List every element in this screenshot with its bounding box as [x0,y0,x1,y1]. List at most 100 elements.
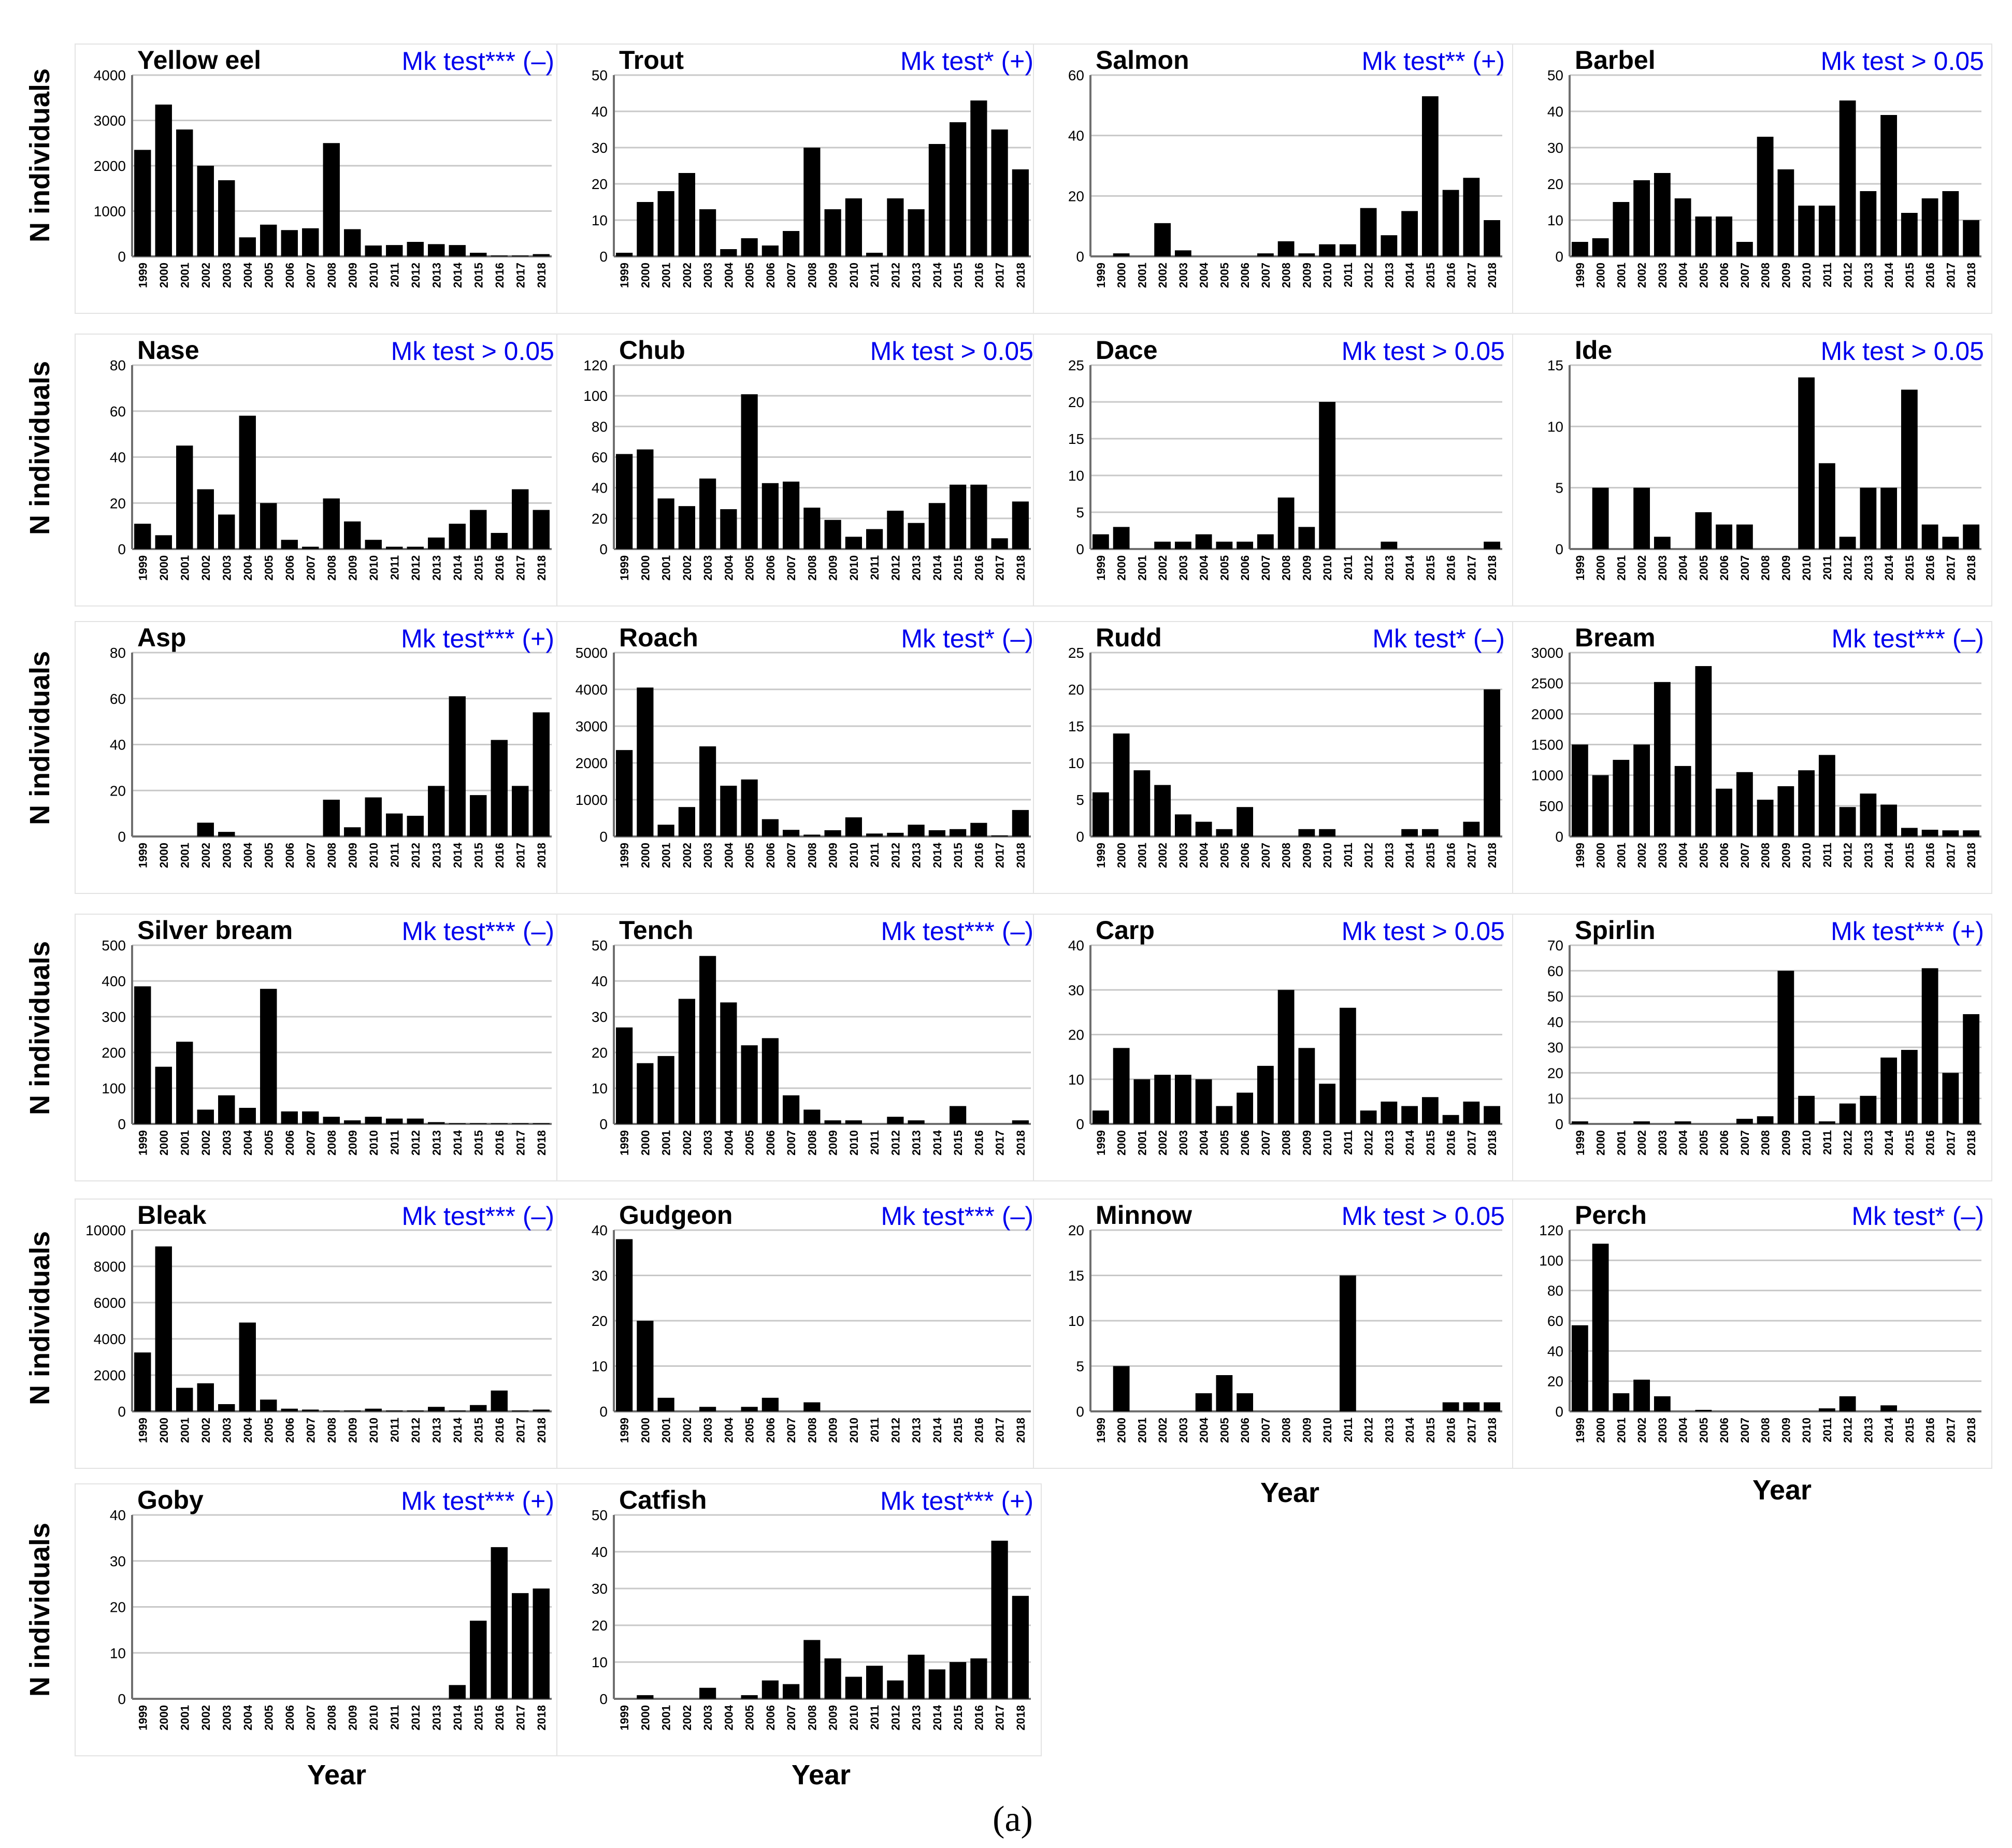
y-tick-label: 5 [1076,792,1084,808]
x-tick-label: 2011 [868,1130,881,1155]
x-tick-label: 2013 [910,1418,923,1443]
y-tick-label: 120 [1539,1222,1563,1238]
x-tick-label: 2007 [1259,263,1272,288]
x-tick-label: 2003 [1656,843,1669,868]
x-tick-label: 2002 [1156,1130,1169,1156]
x-tick-label: 2014 [451,1417,464,1443]
bar [302,1409,319,1411]
x-tick-label: 2017 [514,1130,527,1156]
x-tick-label: 2000 [1594,1130,1607,1156]
x-tick-label: 1999 [1574,1130,1587,1156]
bar [1901,828,1918,836]
x-axis-label: Year [792,1759,851,1791]
bar [908,1654,925,1699]
bar [470,795,487,836]
x-tick-label: 2010 [1321,1130,1334,1156]
x-tick-label: 2012 [409,1130,422,1156]
bar [239,415,256,549]
bar [302,546,319,549]
y-tick-label: 25 [1068,357,1084,373]
x-tick-label: 2003 [1656,263,1669,288]
bar [1613,760,1630,836]
panel-frame [1512,44,1992,314]
x-tick-label: 2011 [1821,1130,1834,1155]
bar [824,519,841,549]
x-tick-label: 2005 [1218,1418,1231,1443]
bar [616,750,633,836]
x-tick-label: 2016 [1445,263,1458,288]
y-tick-label: 20 [1547,1374,1563,1390]
bar [970,822,987,836]
bar [134,1352,151,1411]
x-tick-label: 2009 [1300,843,1313,868]
y-tick-label: 1000 [94,204,126,220]
y-tick-label: 20 [1068,1027,1084,1043]
bar [741,1407,758,1411]
bar [1860,793,1877,836]
y-axis-label: N individuals [24,361,55,535]
bar [1174,541,1191,549]
bar [302,228,319,256]
bar [1421,96,1439,257]
x-tick-label: 2014 [1882,262,1895,288]
x-tick-label: 2015 [952,555,965,581]
x-tick-label: 2014 [931,1705,944,1730]
x-tick-label: 2001 [178,263,191,288]
x-tick-label: 2015 [472,1130,485,1156]
bar [260,1399,277,1411]
x-tick-label: 2009 [346,1130,359,1156]
bar [1674,198,1691,256]
bar [1798,206,1815,256]
x-tick-label: 2009 [1300,263,1313,288]
x-tick-label: 2009 [346,1418,359,1443]
x-tick-label: 2002 [199,555,212,581]
x-tick-label: 2018 [1486,263,1499,288]
x-tick-label: 2016 [972,1130,985,1156]
x-tick-label: 2005 [743,555,756,581]
mk-test-label: Mk test* (–) [1372,624,1505,653]
x-tick-label: 2003 [1177,1418,1190,1443]
y-tick-label: 30 [1547,140,1563,156]
x-tick-label: 2007 [1738,1130,1751,1156]
x-tick-label: 2003 [701,263,714,288]
x-tick-label: 2009 [1300,1418,1313,1443]
x-tick-label: 2007 [1738,1418,1751,1443]
x-tick-label: 2015 [1424,263,1437,288]
bar [1860,487,1877,549]
x-tick-label: 2016 [493,555,506,581]
x-tick-label: 2005 [1697,1418,1710,1443]
bar [824,830,841,836]
bar [824,209,841,256]
x-tick-label: 2001 [660,1130,673,1156]
bar [1442,190,1459,256]
x-tick-label: 2012 [1842,1130,1855,1156]
bar [637,202,654,256]
x-tick-label: 2006 [1239,263,1252,288]
bar [1818,1121,1835,1124]
x-tick-label: 2010 [847,1130,860,1156]
bar [887,1117,904,1124]
x-tick-label: 2013 [1383,555,1396,581]
y-tick-label: 200 [102,1045,126,1061]
x-tick-label: 2004 [241,262,254,288]
bar [239,1322,256,1411]
bar [449,524,466,549]
bar [197,822,214,836]
x-tick-label: 2009 [346,555,359,581]
x-tick-label: 2010 [1800,1130,1813,1156]
bar [761,246,779,256]
y-tick-label: 5 [1555,480,1563,496]
bar [512,1123,529,1124]
x-tick-label: 2001 [660,843,673,868]
bar [970,484,987,549]
x-tick-label: 2008 [1759,1418,1772,1443]
y-tick-label: 10 [1068,755,1084,771]
bar [386,1118,403,1124]
mk-test-label: Mk test*** (–) [881,917,1033,946]
chart-panel: 0 10 20 30 40 50 60 70 1999 2000 2001 2002 2003 2004 2… [1512,914,1992,1181]
x-tick-label: 2003 [220,843,233,868]
x-tick-label: 1999 [136,1418,149,1443]
x-tick-label: 2005 [743,1418,756,1443]
bar [803,148,821,256]
x-tick-label: 1999 [1574,263,1587,288]
